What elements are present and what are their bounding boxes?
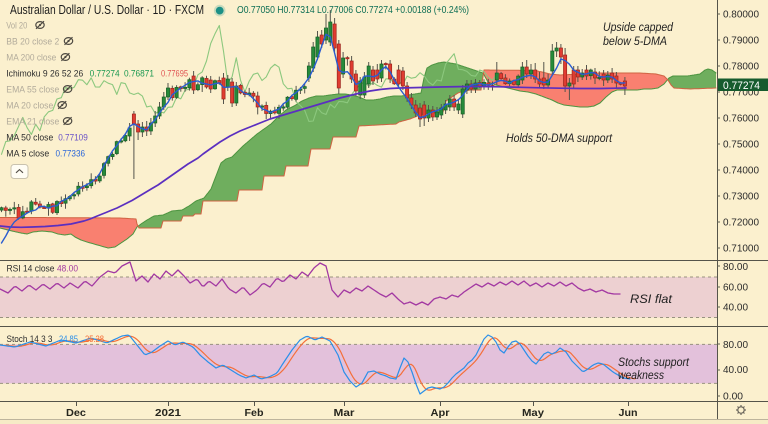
svg-text:RSI flat: RSI flat xyxy=(630,292,673,306)
svg-text:Stochs support: Stochs support xyxy=(618,355,690,369)
svg-text:0.77274: 0.77274 xyxy=(90,69,120,80)
svg-text:Ichimoku 9 26 52 26: Ichimoku 9 26 52 26 xyxy=(6,69,83,80)
svg-text:40.00: 40.00 xyxy=(723,303,748,314)
svg-text:40.00: 40.00 xyxy=(723,365,748,376)
svg-text:weakness: weakness xyxy=(618,368,664,382)
svg-text:Apr: Apr xyxy=(431,408,450,419)
svg-text:MA 20 close: MA 20 close xyxy=(6,101,53,112)
svg-text:0.76000: 0.76000 xyxy=(723,114,759,125)
svg-text:0.74000: 0.74000 xyxy=(723,166,759,177)
svg-text:48.00: 48.00 xyxy=(57,264,78,275)
svg-text:EMA 21 close: EMA 21 close xyxy=(6,117,59,128)
svg-text:MA 5 close: MA 5 close xyxy=(6,149,49,160)
svg-text:Feb: Feb xyxy=(245,408,264,419)
svg-text:Mar: Mar xyxy=(334,408,355,419)
svg-text:May: May xyxy=(522,408,544,419)
svg-text:0.77109: 0.77109 xyxy=(58,133,88,144)
svg-text:BB 20 close 2: BB 20 close 2 xyxy=(6,37,59,48)
svg-text:Holds 50-DMA support: Holds 50-DMA support xyxy=(506,131,613,145)
svg-text:Australian Dollar / U.S. Dolla: Australian Dollar / U.S. Dollar · 1D · F… xyxy=(10,2,204,17)
svg-text:EMA 55 close: EMA 55 close xyxy=(6,85,59,96)
svg-text:0.77274: 0.77274 xyxy=(723,80,760,92)
svg-text:0.72000: 0.72000 xyxy=(723,218,759,229)
svg-text:0.75000: 0.75000 xyxy=(723,140,759,151)
svg-text:0.77000: 0.77000 xyxy=(723,88,759,99)
svg-text:O0.77050 H0.77314 L0.77006 C0.: O0.77050 H0.77314 L0.77006 C0.77274 +0.0… xyxy=(237,5,469,16)
svg-text:Dec: Dec xyxy=(66,408,86,419)
svg-text:0.77336: 0.77336 xyxy=(56,149,86,160)
svg-text:24.85: 24.85 xyxy=(59,334,78,345)
svg-text:0.76871: 0.76871 xyxy=(124,69,154,80)
svg-text:0.78000: 0.78000 xyxy=(723,62,759,73)
svg-text:0.73000: 0.73000 xyxy=(723,192,759,203)
svg-text:0.80000: 0.80000 xyxy=(723,10,759,21)
svg-text:Upside capped: Upside capped xyxy=(603,20,673,34)
svg-text:60.00: 60.00 xyxy=(723,282,748,293)
svg-text:0.00: 0.00 xyxy=(723,392,743,403)
svg-text:below 5-DMA: below 5-DMA xyxy=(603,34,667,48)
svg-text:RSI 14 close: RSI 14 close xyxy=(7,264,55,275)
svg-text:Jun: Jun xyxy=(619,408,638,419)
svg-text:Stoch 14 3 3: Stoch 14 3 3 xyxy=(7,334,53,345)
svg-text:0.77695: 0.77695 xyxy=(161,69,188,80)
svg-text:80.00: 80.00 xyxy=(723,340,748,351)
svg-text:25.28: 25.28 xyxy=(85,334,104,345)
svg-text:0.71000: 0.71000 xyxy=(723,244,759,255)
svg-text:2021: 2021 xyxy=(155,408,182,419)
svg-text:Vol 20: Vol 20 xyxy=(6,21,27,32)
svg-text:MA 200 close: MA 200 close xyxy=(6,53,56,64)
svg-text:80.00: 80.00 xyxy=(723,262,748,273)
svg-text:0.79000: 0.79000 xyxy=(723,36,759,47)
svg-text:MA 50 close: MA 50 close xyxy=(6,133,53,144)
